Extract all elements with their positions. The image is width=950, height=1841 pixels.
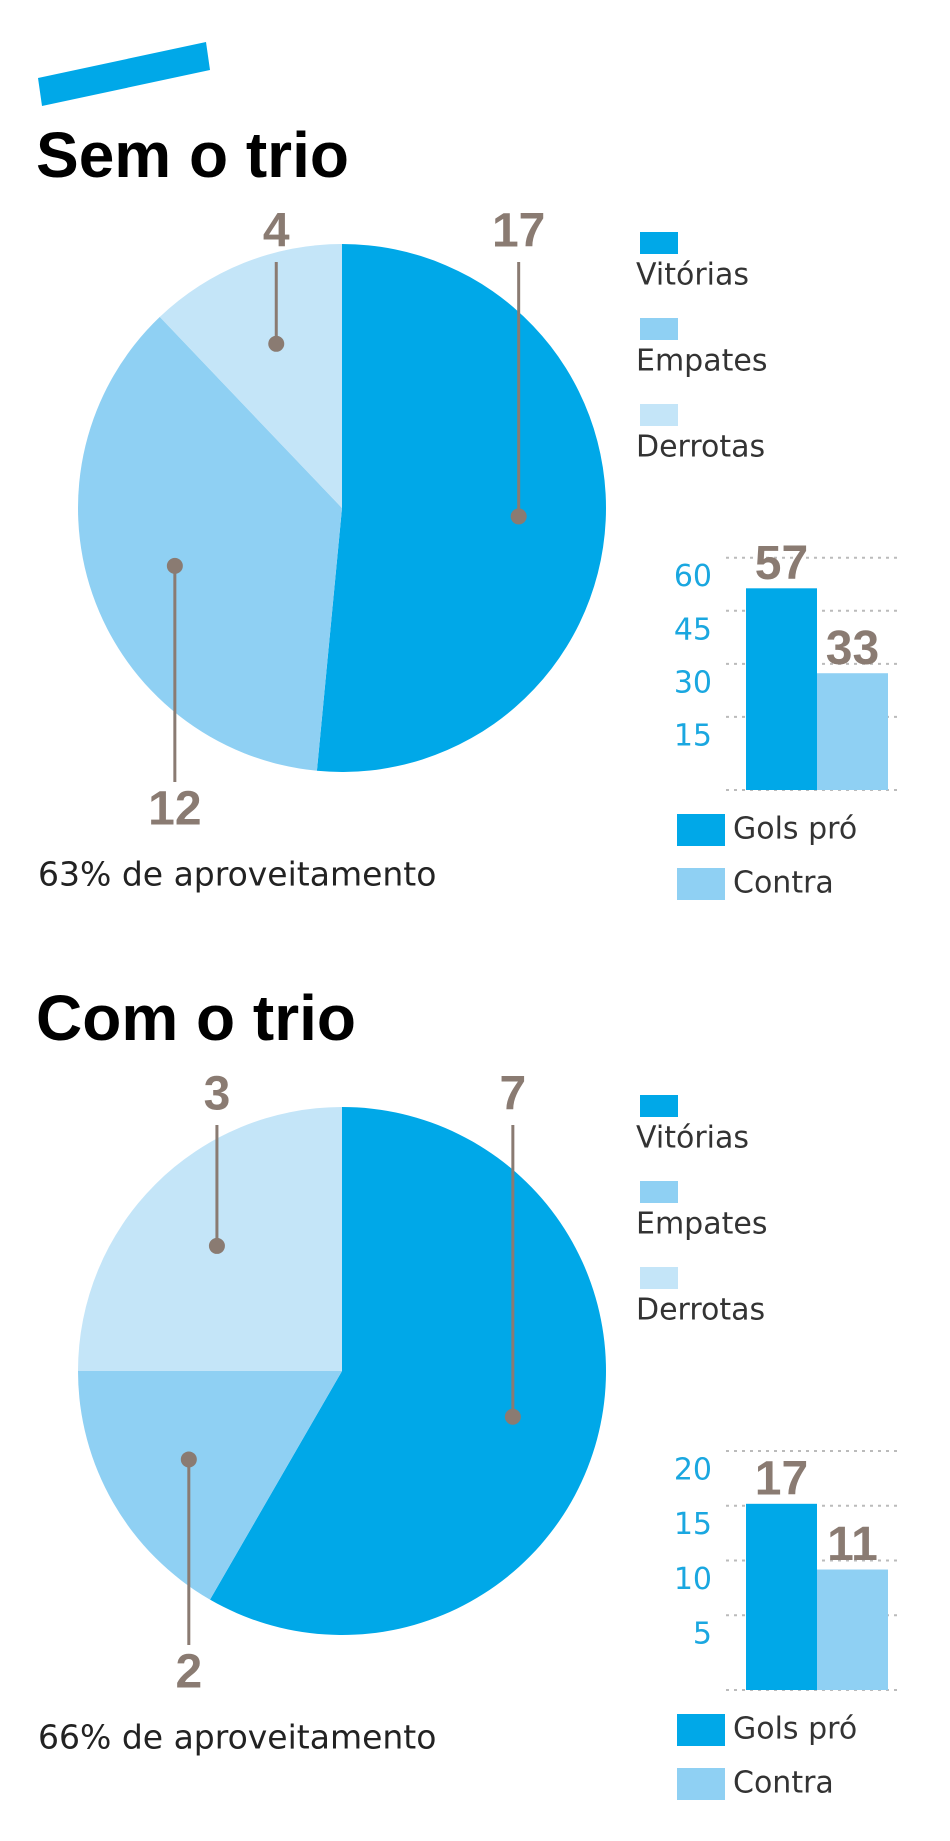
y-tick-label: 10 [674,1562,712,1597]
value-label: 57 [755,537,808,590]
legend-label: Contra [733,1766,834,1801]
y-tick-label: 45 [674,612,712,647]
bar [746,1503,817,1690]
leader-dot [510,508,527,525]
legend-label: Vitórias [636,1121,749,1156]
y-tick-label: 15 [674,1507,712,1542]
bar [746,588,817,790]
legend-swatch [640,318,678,340]
y-tick-label: 30 [674,665,712,700]
legend-label: Derrotas [636,430,765,465]
note: 66% de aproveitamento [38,1718,436,1757]
pie-slice [77,316,343,771]
value-label: 7 [500,1068,527,1121]
leader-dot [208,1237,225,1254]
chart-title: Com o trio [36,982,356,1054]
pie-slice [210,1107,607,1635]
note: 63% de aproveitamento [38,855,436,894]
legend-swatch [677,1768,725,1800]
legend-swatch [640,404,678,426]
legend-swatch [677,1714,725,1746]
value-label: 2 [175,1646,202,1699]
legend-label: Gols pró [733,1712,857,1747]
value-label: 33 [826,622,879,675]
legend-label: Empates [636,1207,767,1242]
chart-title: Sem o trio [36,119,349,191]
legend-label: Empates [636,344,767,379]
bar [817,673,888,790]
accent-stripe [38,42,210,106]
legend-swatch [640,1181,678,1203]
leader-dot [504,1408,521,1425]
leader-dot [268,335,285,352]
legend-label: Derrotas [636,1293,765,1328]
legend-swatch [677,868,725,900]
legend-label: Vitórias [636,258,749,293]
legend-swatch [640,1267,678,1289]
legend-swatch [677,814,725,846]
legend-swatch [640,1095,678,1117]
y-tick-label: 60 [674,559,712,594]
legend-label: Gols pró [733,812,857,847]
y-tick-label: 5 [693,1617,712,1652]
y-tick-label: 20 [674,1452,712,1487]
value-label: 17 [755,1452,808,1505]
leader-dot [166,557,183,574]
bar [817,1569,888,1690]
value-label: 12 [148,783,201,836]
value-label: 11 [827,1518,878,1571]
y-tick-label: 15 [674,718,712,753]
pie-slice [159,244,342,508]
legend-label: Contra [733,866,834,901]
value-label: 17 [492,205,545,258]
pie-slice [78,1107,342,1371]
value-label: 4 [263,205,290,258]
legend-swatch [640,232,678,254]
pie-slice [77,1371,342,1600]
value-label: 3 [204,1068,231,1121]
pie-slice [316,244,606,772]
leader-dot [180,1451,197,1468]
